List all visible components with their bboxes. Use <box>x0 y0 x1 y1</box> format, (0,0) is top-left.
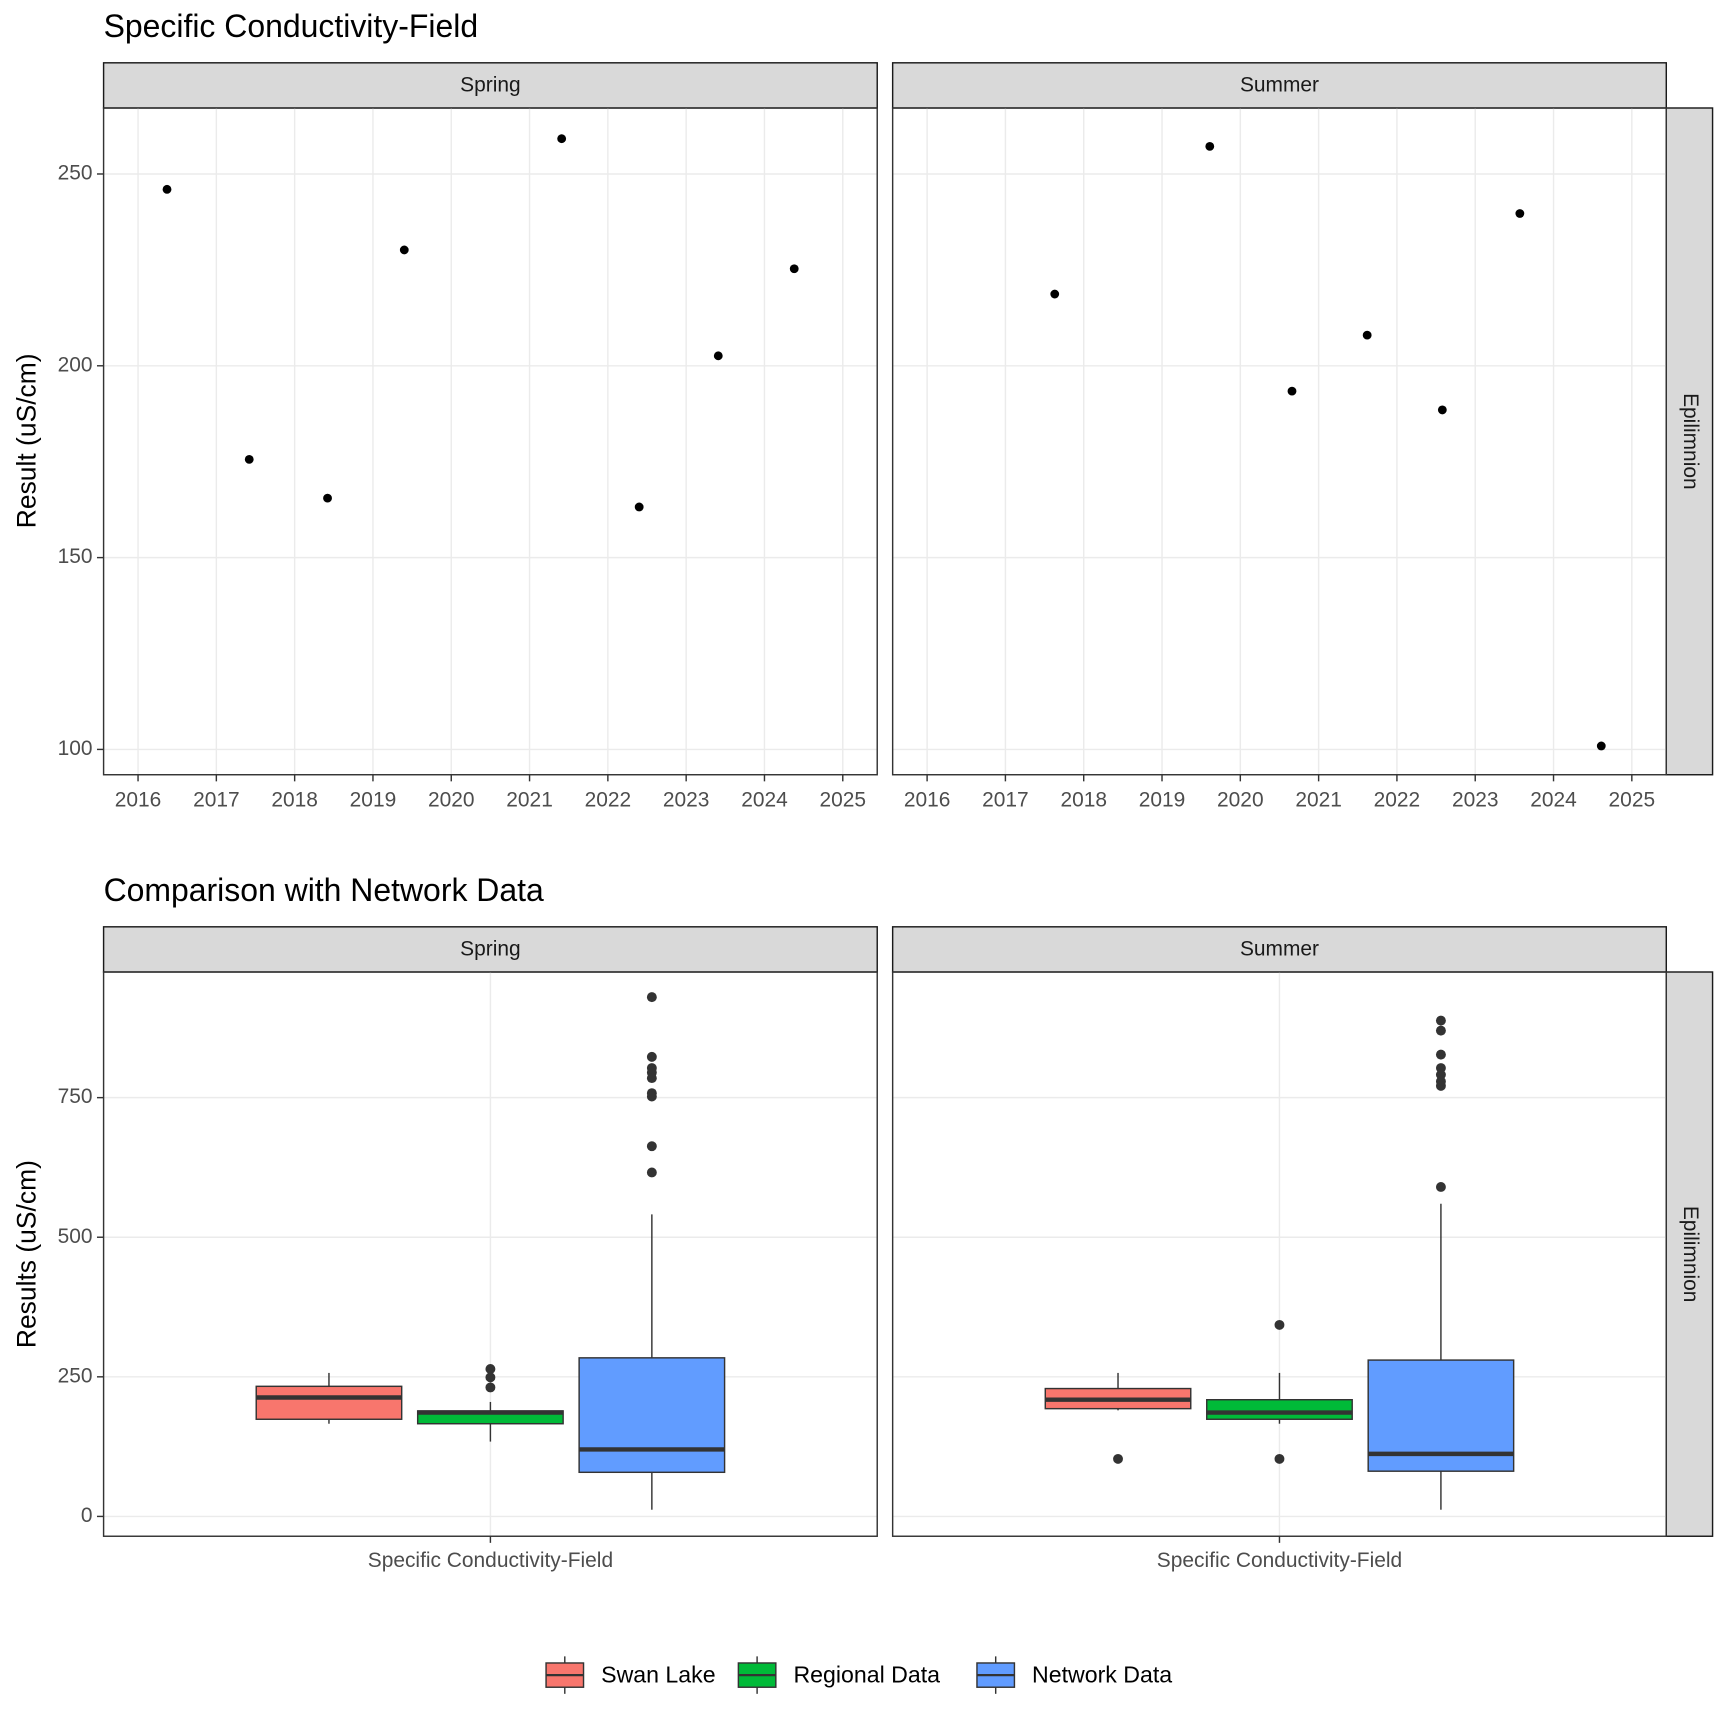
outlier <box>646 1167 657 1178</box>
point <box>162 184 172 194</box>
x-tick-label: Specific Conductivity-Field <box>1157 1549 1402 1572</box>
y-tick-label: 100 <box>58 737 93 760</box>
point <box>557 134 567 144</box>
x-tick-label: 2023 <box>663 789 710 812</box>
outlier <box>646 992 657 1003</box>
point <box>1362 330 1372 340</box>
outlier <box>485 1372 496 1383</box>
strip <box>102 926 878 973</box>
strip-label: Summer <box>1240 937 1319 960</box>
x-tick-label: 2023 <box>1452 789 1499 812</box>
point <box>244 454 254 464</box>
outlier <box>1435 1049 1446 1060</box>
row-strip-label: Epilimnion <box>1679 1206 1702 1303</box>
point <box>323 493 332 503</box>
point <box>1437 405 1447 415</box>
x-tick-label: 2022 <box>1374 789 1421 812</box>
x-tick-label: Specific Conductivity-Field <box>368 1549 613 1572</box>
outlier <box>1274 1453 1285 1464</box>
point <box>634 502 644 512</box>
x-tick-label: 2018 <box>1060 789 1107 812</box>
outlier <box>1274 1319 1285 1330</box>
x-tick-label: 2021 <box>506 789 553 812</box>
outlier <box>646 1141 657 1152</box>
strip <box>891 62 1668 109</box>
x-tick-label: 2020 <box>1217 789 1264 812</box>
point <box>399 245 409 255</box>
point <box>1596 741 1606 751</box>
x-tick-label: 2016 <box>115 789 162 812</box>
legend-label: Regional Data <box>793 1661 940 1687</box>
outlier <box>485 1382 496 1393</box>
point <box>1287 386 1297 396</box>
outlier <box>646 1091 657 1102</box>
strip-label: Summer <box>1240 73 1319 96</box>
x-tick-label: 2025 <box>819 789 866 812</box>
x-tick-label: 2024 <box>1530 789 1577 812</box>
x-tick-label: 2018 <box>271 789 318 812</box>
y-axis-title: Result (uS/cm) <box>12 353 42 528</box>
y-tick-label: 200 <box>58 353 93 376</box>
box <box>255 1385 403 1420</box>
outlier <box>1435 1080 1446 1091</box>
point <box>1050 289 1060 299</box>
box <box>1206 1399 1353 1420</box>
box <box>578 1357 726 1474</box>
outlier <box>646 1051 657 1062</box>
panel-border <box>102 107 878 776</box>
y-tick-label: 500 <box>58 1225 93 1248</box>
x-tick-label: 2022 <box>585 789 632 812</box>
row-strip-label: Epilimnion <box>1679 393 1702 490</box>
row-strip <box>1665 971 1714 1537</box>
x-tick-label: 2021 <box>1295 789 1342 812</box>
panel-border <box>891 971 1668 1537</box>
x-tick-label: 2017 <box>193 789 240 812</box>
outlier <box>1435 1182 1446 1192</box>
outlier <box>1435 1015 1446 1026</box>
row-strip <box>1665 107 1714 776</box>
outlier <box>646 1073 657 1084</box>
strip <box>891 926 1668 973</box>
strip <box>102 62 878 109</box>
point <box>713 351 723 361</box>
x-tick-label: 2019 <box>350 789 397 812</box>
x-tick-label: 2016 <box>904 789 951 812</box>
strip-label: Spring <box>460 73 520 96</box>
y-tick-label: 250 <box>58 1364 93 1387</box>
y-tick-label: 750 <box>58 1085 93 1108</box>
legend-label: Network Data <box>1032 1661 1172 1687</box>
outlier <box>1113 1453 1123 1464</box>
point <box>1205 141 1215 151</box>
y-tick-label: 150 <box>58 545 93 568</box>
x-tick-label: 2025 <box>1609 789 1656 812</box>
outlier <box>485 1364 496 1374</box>
point <box>789 264 799 274</box>
outlier <box>1435 1025 1446 1036</box>
strip-label: Spring <box>460 937 520 960</box>
y-tick-label: 250 <box>58 162 93 185</box>
chart-title: Specific Conductivity-Field <box>104 8 479 44</box>
x-tick-label: 2019 <box>1139 789 1186 812</box>
panel-border <box>102 971 878 1537</box>
y-axis-title: Results (uS/cm) <box>12 1160 42 1348</box>
point <box>1515 209 1525 218</box>
x-tick-label: 2017 <box>982 789 1029 812</box>
x-tick-label: 2024 <box>741 789 788 812</box>
panel-border <box>891 107 1668 776</box>
y-tick-label: 0 <box>81 1504 93 1527</box>
chart-title: Comparison with Network Data <box>104 872 544 908</box>
x-tick-label: 2020 <box>428 789 475 812</box>
legend-label: Swan Lake <box>601 1661 715 1687</box>
